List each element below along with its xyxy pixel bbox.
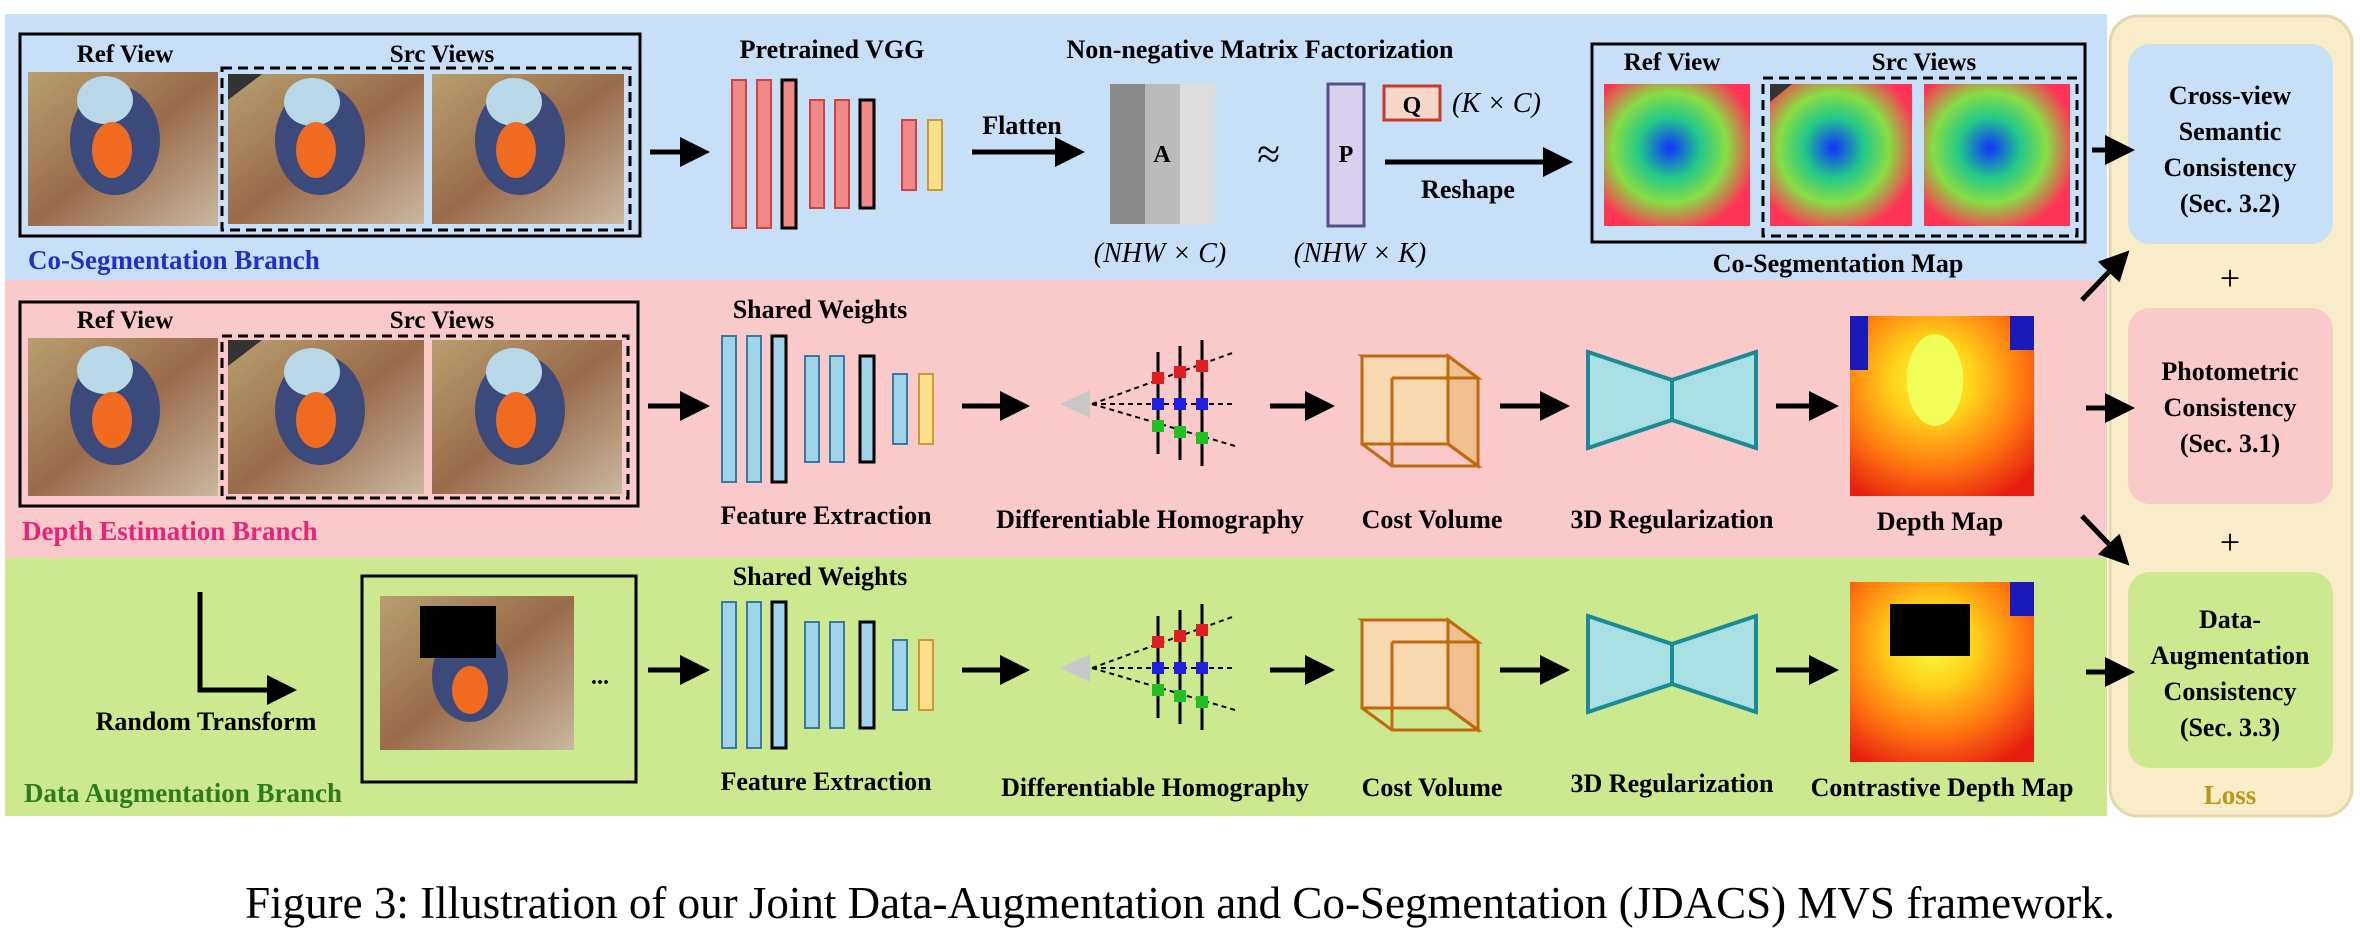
- loss-data-aug-line-2: Augmentation: [2151, 641, 2310, 670]
- depth-map-image: [1850, 316, 2034, 496]
- depth-branch-label: Depth Estimation Branch: [22, 516, 318, 546]
- vgg-network: [731, 78, 943, 230]
- matrix-q-label: Q: [1403, 93, 1422, 119]
- depth-cost-volume-cube: [1357, 353, 1483, 469]
- depth-shared-weights-label: Shared Weights: [733, 295, 908, 324]
- random-transform-arrow: [197, 592, 297, 705]
- matrix-a: [1110, 84, 1215, 224]
- loss-photometric-line-2: Consistency: [2164, 393, 2297, 422]
- depth-feature-network: [721, 334, 934, 484]
- coseg-map-frame: [1590, 42, 2087, 244]
- p-dimension: (NHW × K): [1294, 238, 1426, 269]
- loss-plus-2: +: [2220, 522, 2240, 562]
- loss-cross-view-line-1: Cross-view: [2169, 81, 2292, 110]
- loss-cross-view-line-3: Consistency: [2164, 153, 2297, 182]
- loss-title: Loss: [2204, 780, 2257, 810]
- loss-photometric-box: [2128, 308, 2333, 504]
- src-views-dashed-frame: [220, 66, 632, 232]
- ref-view-image: [28, 72, 218, 226]
- coseg-map-src-2: [1924, 84, 2070, 226]
- aug-shared-weights-label: Shared Weights: [733, 562, 908, 591]
- approx-sign: ≈: [1256, 132, 1279, 178]
- aug-regularization-label: 3D Regularization: [1571, 769, 1774, 798]
- aug-cost-volume-label: Cost Volume: [1362, 773, 1503, 802]
- coseg-src-dashed-frame: [1761, 76, 2079, 238]
- depth-src-image-1: [228, 340, 424, 494]
- depth-src-image-2: [432, 340, 622, 494]
- loss-cross-view-line-2: Semantic: [2179, 117, 2282, 146]
- a-dimension: (NHW × C): [1094, 238, 1226, 269]
- aug-cost-volume-cube: [1357, 617, 1483, 733]
- depth-feature-extraction-label: Feature Extraction: [720, 501, 932, 530]
- depth-homography-label: Differentiable Homography: [996, 505, 1304, 534]
- map-src-views-label: Src Views: [1872, 49, 1977, 76]
- figure-caption: Figure 3: Illustration of our Joint Data…: [245, 878, 2115, 928]
- loss-cross-view-line-4: (Sec. 3.2): [2180, 189, 2280, 218]
- reshape-label: Reshape: [1421, 175, 1515, 204]
- loss-photometric-line-1: Photometric: [2161, 357, 2298, 386]
- coseg-map-label: Co-Segmentation Map: [1713, 249, 1964, 278]
- depth-homography-icon: [1060, 340, 1236, 466]
- matrix-p-label: P: [1339, 142, 1354, 168]
- aug-homography-label: Differentiable Homography: [1001, 773, 1309, 802]
- aug-homography-icon: [1060, 604, 1236, 730]
- src-views-label: Src Views: [390, 41, 495, 68]
- matrix-a-label: A: [1153, 142, 1171, 168]
- aug-feature-extraction-label: Feature Extraction: [720, 767, 932, 796]
- random-transform-label: Random Transform: [96, 707, 317, 736]
- loss-cross-view-box: [2128, 44, 2333, 244]
- loss-data-aug-box: [2128, 572, 2333, 768]
- src-view-image-2: [432, 74, 624, 224]
- matrix-q: [1382, 84, 1442, 122]
- arrow-depth-to-cross-view: [2080, 250, 2130, 302]
- map-ref-view-label: Ref View: [1624, 49, 1721, 76]
- loss-photometric-line-3: (Sec. 3.1): [2180, 429, 2280, 458]
- depth-ref-view-label: Ref View: [77, 307, 174, 334]
- loss-plus-1: +: [2220, 258, 2240, 298]
- arrow-depth-to-data-aug: [2080, 514, 2130, 566]
- augmented-image: [380, 596, 574, 750]
- depth-src-dashed-frame: [220, 334, 630, 500]
- input-images-frame: [18, 32, 642, 238]
- contrastive-depth-map-image: [1850, 582, 2034, 762]
- flatten-label: Flatten: [982, 111, 1062, 140]
- src-view-image-1: [228, 74, 424, 224]
- depth-src-views-label: Src Views: [390, 307, 495, 334]
- depth-map-label: Depth Map: [1877, 507, 2003, 536]
- aug-input-frame: [360, 574, 638, 784]
- vgg-label: Pretrained VGG: [740, 35, 925, 64]
- loss-data-aug-line-1: Data-: [2199, 605, 2261, 634]
- depth-input-frame: [18, 300, 640, 508]
- coseg-map-src-1: [1770, 84, 1912, 226]
- coseg-map-ref: [1604, 84, 1750, 226]
- q-dimension: (K × C): [1452, 88, 1541, 119]
- coseg-branch-label: Co-Segmentation Branch: [28, 245, 320, 275]
- aug-feature-network: [721, 600, 934, 750]
- ref-view-label: Ref View: [77, 41, 174, 68]
- matrix-p: [1326, 82, 1366, 228]
- aug-branch-label: Data Augmentation Branch: [24, 778, 342, 808]
- aug-ellipsis: ...: [591, 664, 609, 690]
- depth-regularization-label: 3D Regularization: [1571, 505, 1774, 534]
- loss-data-aug-line-4: (Sec. 3.3): [2180, 713, 2280, 742]
- loss-data-aug-line-3: Consistency: [2164, 677, 2297, 706]
- depth-ref-image: [28, 338, 218, 496]
- nmf-label: Non-negative Matrix Factorization: [1066, 35, 1454, 64]
- contrastive-depth-map-label: Contrastive Depth Map: [1811, 773, 2074, 802]
- depth-cost-volume-label: Cost Volume: [1362, 505, 1503, 534]
